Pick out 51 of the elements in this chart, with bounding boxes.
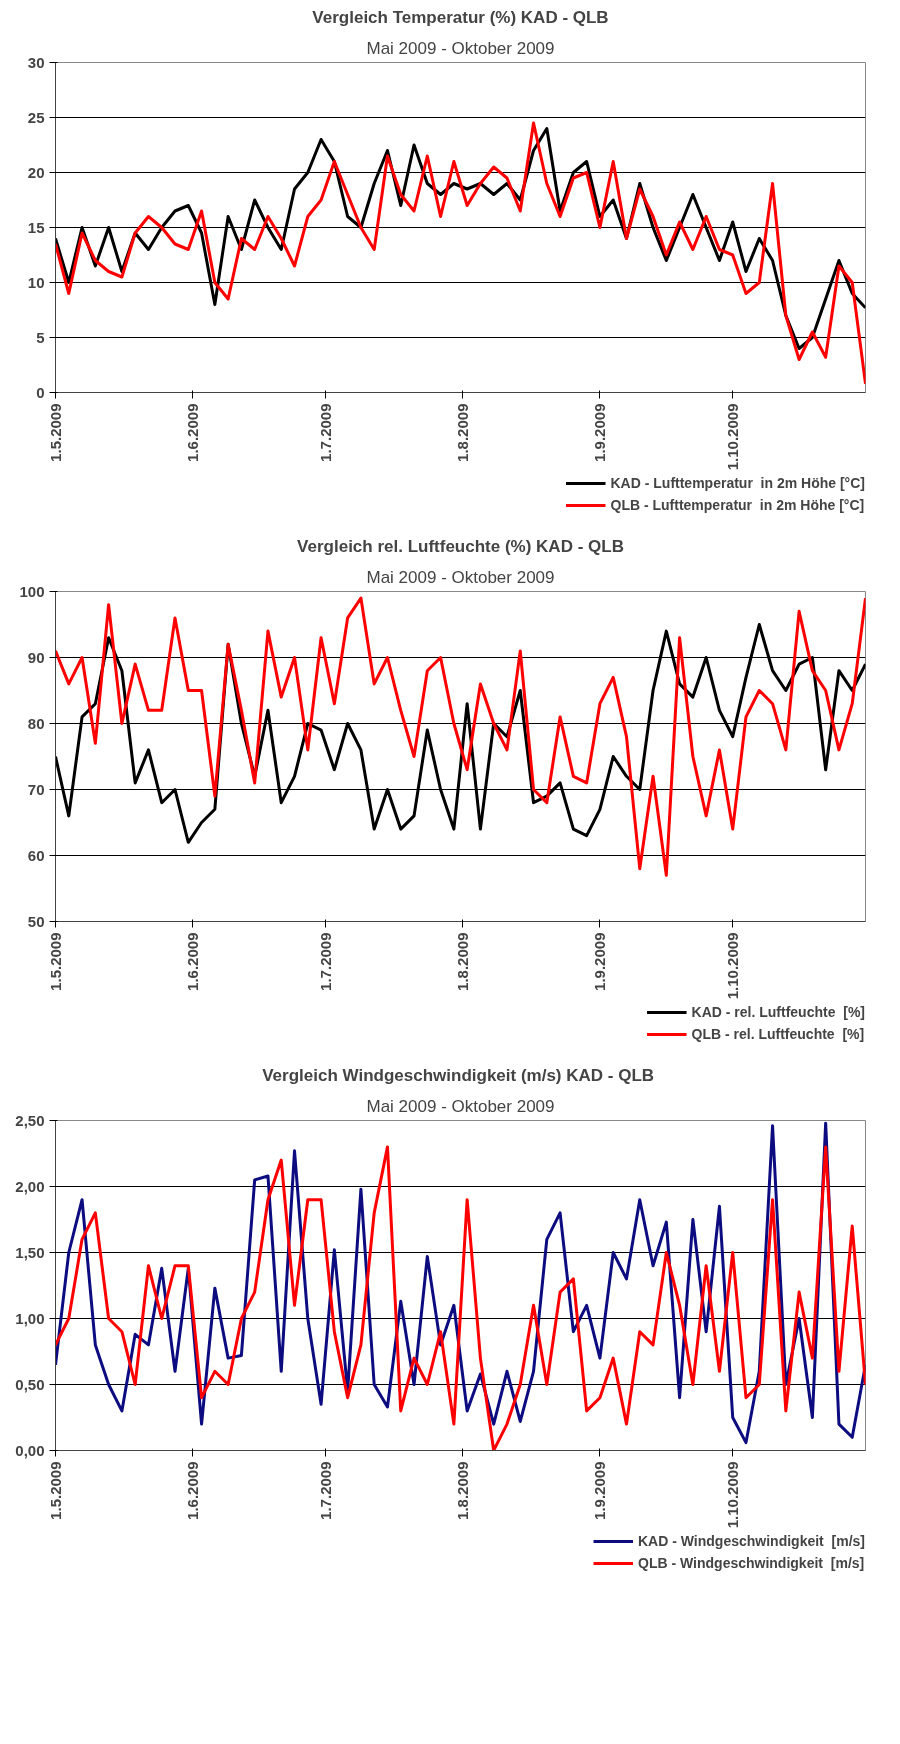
legend-label: KAD - Windgeschwindigkeit [m/s]: [638, 1533, 865, 1549]
chart-title: Vergleich Windgeschwindigkeit (m/s) KAD - QLB: [262, 1065, 655, 1085]
y-tick-label: 0: [36, 383, 45, 401]
x-tick-label: 1.6.2009: [183, 932, 201, 991]
y-tick-label: 80: [27, 714, 45, 732]
y-tick-label: 0,50: [15, 1375, 45, 1393]
y-tick-label: 90: [27, 648, 45, 666]
legend-label: KAD - rel. Luftfeuchte [%]: [691, 1004, 865, 1020]
x-tick-label: 1.5.2009: [46, 1461, 64, 1520]
x-tick-label: 1.10.2009: [723, 1461, 741, 1529]
chart-subtitle: Mai 2009 - Oktober 2009: [366, 1096, 555, 1116]
chart-title: Vergleich rel. Luftfeuchte (%) KAD - QLB: [297, 536, 624, 556]
x-tick-label: 1.9.2009: [590, 932, 608, 991]
y-tick-label: 20: [27, 163, 45, 181]
y-tick-label: 0,00: [15, 1441, 45, 1459]
legend-label: QLB - rel. Luftfeuchte [%]: [691, 1026, 865, 1042]
x-tick-label: 1.9.2009: [590, 1461, 608, 1520]
y-tick-label: 5: [36, 328, 45, 346]
x-tick-label: 1.7.2009: [316, 932, 334, 991]
y-tick-label: 1,00: [15, 1309, 45, 1327]
x-tick-label: 1.8.2009: [453, 1461, 471, 1520]
x-tick-label: 1.8.2009: [453, 403, 471, 462]
y-tick-label: 15: [27, 218, 45, 236]
y-tick-label: 25: [27, 108, 45, 126]
y-tick-label: 30: [27, 53, 45, 71]
x-tick-label: 1.10.2009: [723, 932, 741, 1000]
y-tick-label: 50: [27, 912, 45, 930]
y-tick-label: 2,00: [15, 1177, 45, 1195]
x-tick-label: 1.6.2009: [183, 403, 201, 462]
x-tick-label: 1.5.2009: [46, 932, 64, 991]
line-series: [55, 121, 866, 386]
y-tick-label: 70: [27, 780, 45, 798]
y-tick-label: 1,50: [15, 1243, 45, 1261]
x-tick-label: 1.5.2009: [46, 403, 64, 462]
x-tick-label: 1.9.2009: [590, 403, 608, 462]
y-tick-label: 100: [19, 582, 45, 600]
chart-subtitle: Mai 2009 - Oktober 2009: [366, 38, 555, 58]
chart-title: Vergleich Temperatur (%) KAD - QLB: [312, 7, 609, 27]
x-tick-label: 1.6.2009: [183, 1461, 201, 1520]
chart-subtitle: Mai 2009 - Oktober 2009: [366, 567, 555, 587]
line-series: [55, 596, 866, 877]
y-tick-label: 60: [27, 846, 45, 864]
x-tick-label: 1.10.2009: [723, 403, 741, 471]
legend-label: QLB - Lufttemperatur in 2m Höhe [°C]: [610, 497, 865, 513]
y-tick-label: 2,50: [15, 1111, 45, 1129]
x-tick-label: 1.7.2009: [316, 403, 334, 462]
x-tick-label: 1.7.2009: [316, 1461, 334, 1520]
y-tick-label: 10: [27, 273, 45, 291]
legend-label: KAD - Lufttemperatur in 2m Höhe [°C]: [610, 475, 865, 491]
x-tick-label: 1.8.2009: [453, 932, 471, 991]
legend-label: QLB - Windgeschwindigkeit [m/s]: [638, 1555, 865, 1571]
